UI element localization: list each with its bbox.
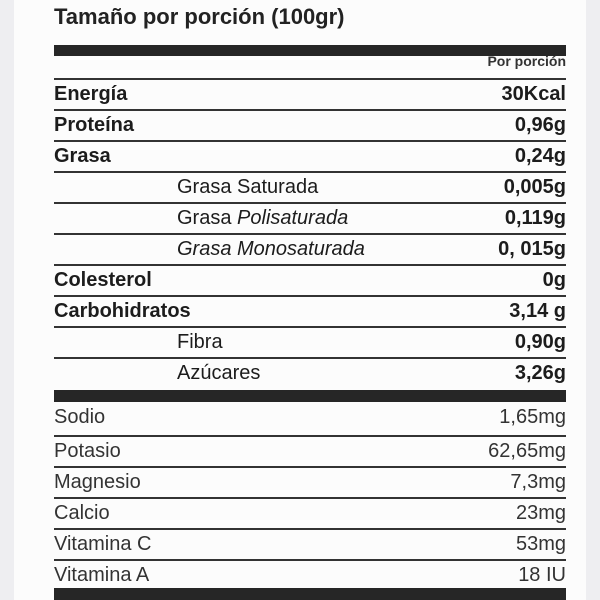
nutrient-row-grasa-polisaturada: Grasa Polisaturada 0,119g [54,202,566,233]
mineral-value: 7,3mg [510,471,566,493]
mineral-name: Vitamina A [54,564,150,586]
mineral-name: Vitamina C [54,533,152,555]
mineral-row-vitamina-c: Vitamina C 53mg [54,528,566,559]
nutrient-row-azucares: Azúcares 3,26g [54,357,566,388]
nutrient-name: Colesterol [54,269,152,291]
nutrient-name-italic: Polisaturada [237,207,349,229]
nutrition-label: Tamaño por porción (100gr) Por porción E… [14,0,586,600]
mineral-row-vitamina-a: Vitamina A 18 IU [54,559,566,590]
thick-divider [54,45,566,56]
mineral-value: 18 IU [518,564,566,586]
nutrient-name: Carbohidratos [54,300,191,322]
nutrient-value: 30Kcal [501,83,567,105]
mineral-name: Magnesio [54,471,141,493]
mineral-value: 53mg [515,533,566,555]
nutrient-row-grasa-monosaturada: Grasa Monosaturada 0, 015g [54,233,566,264]
mineral-value: 1,65mg [499,406,566,428]
nutrient-name: Energía [54,83,128,105]
nutrient-value: 0,90g [514,331,566,353]
nutrient-name: Azúcares [177,362,261,384]
nutrient-value: 0g [542,269,566,291]
column-header: Por porción [487,53,566,69]
nutrient-name: Grasa Monosaturada [177,238,365,260]
mineral-row-sodio: Sodio 1,65mg [54,402,566,433]
nutrient-value: 0,119g [504,207,566,229]
nutrient-name-plain: Grasa [177,207,238,229]
nutrient-name: Grasa [54,145,111,167]
nutrient-name: Fibra [177,331,223,353]
thick-divider [54,390,566,402]
nutrient-row-grasa-saturada: Grasa Saturada 0,005g [54,171,566,202]
nutrient-value: 3,14 g [509,300,566,322]
nutrient-value: 3,26g [514,362,566,384]
serving-size-title: Tamaño por porción (100gr) [54,4,345,29]
nutrient-value: 0,24g [514,145,566,167]
mineral-row-calcio: Calcio 23mg [54,497,566,528]
nutrient-row-carbohidratos: Carbohidratos 3,14 g [54,295,566,326]
mineral-name: Potasio [54,440,121,462]
mineral-value: 23mg [515,502,566,524]
thick-divider [54,588,566,600]
mineral-row-magnesio: Magnesio 7,3mg [54,466,566,497]
nutrient-value: 0,005g [503,176,566,198]
mineral-value: 62,65mg [488,440,566,462]
nutrient-row-proteina: Proteína 0,96g [54,109,566,140]
nutrient-name: Proteína [54,114,135,136]
nutrient-value: 0,96g [514,114,566,136]
nutrient-name: Grasa Polisaturada [54,207,348,230]
nutrient-row-energia: Energía 30Kcal [54,78,566,109]
mineral-name: Calcio [54,502,110,524]
mineral-row-potasio: Potasio 62,65mg [54,435,566,466]
mineral-name: Sodio [54,406,106,428]
nutrient-row-grasa: Grasa 0,24g [54,140,566,171]
nutrient-row-colesterol: Colesterol 0g [54,264,566,295]
nutrient-value: 0, 015g [498,238,566,260]
nutrient-name: Grasa Saturada [177,176,319,198]
nutrient-row-fibra: Fibra 0,90g [54,326,566,357]
